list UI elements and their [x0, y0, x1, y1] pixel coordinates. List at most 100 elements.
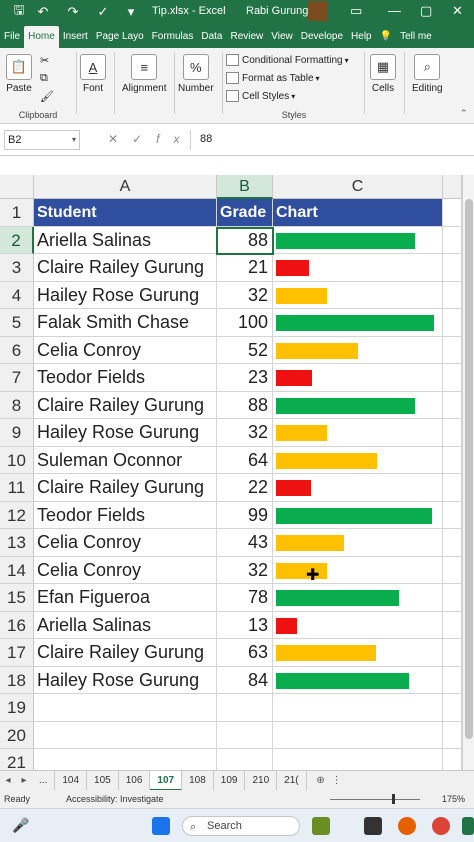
- cell-d2[interactable]: [443, 226, 462, 254]
- cell-d3[interactable]: [443, 254, 462, 282]
- sheet-tab-108[interactable]: 108: [182, 770, 214, 791]
- close-icon[interactable]: ✕: [452, 3, 463, 18]
- customize-icon[interactable]: ▾: [127, 4, 135, 19]
- spelling-icon[interactable]: ✓: [97, 4, 109, 19]
- cell-a4[interactable]: Hailey Rose Gurung: [34, 281, 217, 309]
- cell-d4[interactable]: [443, 281, 462, 309]
- row-header-11[interactable]: 11: [0, 474, 34, 502]
- name-box[interactable]: B2 ▾: [4, 130, 80, 150]
- cell-b14[interactable]: 32: [217, 556, 273, 584]
- cell-c6[interactable]: [273, 336, 443, 364]
- tab-home[interactable]: Home: [24, 26, 59, 48]
- row-header-6[interactable]: 6: [0, 336, 34, 364]
- row-header-5[interactable]: 5: [0, 309, 34, 337]
- cell-c4[interactable]: [273, 281, 443, 309]
- cell-b19[interactable]: [217, 694, 273, 722]
- row-header-18[interactable]: 18: [0, 666, 34, 694]
- cell-c7[interactable]: [273, 364, 443, 392]
- sheet-tab-107[interactable]: 107: [150, 770, 183, 791]
- cell-c20[interactable]: [273, 721, 443, 749]
- cell-a9[interactable]: Hailey Rose Gurung: [34, 419, 217, 447]
- more-icon[interactable]: ⋮: [331, 775, 342, 786]
- next-sheet-icon[interactable]: ▸: [21, 775, 27, 786]
- cell-c13[interactable]: [273, 529, 443, 557]
- cell-d1[interactable]: [443, 199, 462, 227]
- cell-d13[interactable]: [443, 529, 462, 557]
- taskbar-search[interactable]: ⌕ Search: [182, 816, 300, 836]
- cell-b20[interactable]: [217, 721, 273, 749]
- tab-data[interactable]: Data: [201, 31, 223, 42]
- cell-c14[interactable]: [273, 556, 443, 584]
- row-header-7[interactable]: 7: [0, 364, 34, 392]
- undo-icon[interactable]: ↶: [37, 4, 49, 19]
- cell-b11[interactable]: 22: [217, 474, 273, 502]
- tab-formulas[interactable]: Formulas: [151, 31, 194, 42]
- format-as-table-button[interactable]: Format as Table ▾: [226, 70, 320, 86]
- alignment-button[interactable]: ≡ Alignment: [122, 54, 166, 94]
- windows-start-icon[interactable]: [152, 817, 170, 835]
- column-header-c[interactable]: C: [273, 175, 443, 199]
- row-header-15[interactable]: 15: [0, 584, 34, 612]
- tab-help[interactable]: Help: [351, 31, 372, 42]
- cell-d6[interactable]: [443, 336, 462, 364]
- user-name[interactable]: Rabi Gurung: [246, 5, 309, 17]
- cell-d16[interactable]: [443, 611, 462, 639]
- cell-b10[interactable]: 64: [217, 446, 273, 474]
- cell-a10[interactable]: Suleman Oconnor: [34, 446, 217, 474]
- cell-b6[interactable]: 52: [217, 336, 273, 364]
- sheet-tab-more[interactable]: ...: [32, 770, 56, 791]
- cell-b3[interactable]: 21: [217, 254, 273, 282]
- cell-b4[interactable]: 32: [217, 281, 273, 309]
- cell-d18[interactable]: [443, 666, 462, 694]
- row-header-8[interactable]: 8: [0, 391, 34, 419]
- cell-c12[interactable]: [273, 501, 443, 529]
- row-header-1[interactable]: 1: [0, 199, 34, 227]
- row-header-16[interactable]: 16: [0, 611, 34, 639]
- row-header-17[interactable]: 17: [0, 639, 34, 667]
- formula-value[interactable]: 88: [200, 133, 213, 145]
- ribbon-display-icon[interactable]: ▭: [350, 3, 363, 18]
- cell-c3[interactable]: [273, 254, 443, 282]
- worksheet-grid[interactable]: A B C 1 Student Grade Chart 2 Ariella Salinas…: [0, 175, 474, 777]
- sheet-tab-210[interactable]: 210: [245, 770, 278, 791]
- cell-c11[interactable]: [273, 474, 443, 502]
- cell-a6[interactable]: Celia Conroy: [34, 336, 217, 364]
- cell-a20[interactable]: [34, 721, 217, 749]
- excel-icon[interactable]: [462, 817, 474, 835]
- cell-styles-button[interactable]: Cell Styles ▾: [226, 88, 295, 104]
- task-view-icon[interactable]: [364, 817, 382, 835]
- cell-c1[interactable]: Chart: [273, 199, 443, 227]
- cancel-icon[interactable]: ✕: [108, 132, 133, 146]
- cell-b18[interactable]: 84: [217, 666, 273, 694]
- row-header-14[interactable]: 14: [0, 556, 34, 584]
- cell-b8[interactable]: 88: [217, 391, 273, 419]
- cell-b5[interactable]: 100: [217, 309, 273, 337]
- tell-me-search[interactable]: Tell me: [400, 31, 432, 42]
- cell-c16[interactable]: [273, 611, 443, 639]
- cell-d20[interactable]: [443, 721, 462, 749]
- column-header-a[interactable]: A: [34, 175, 217, 199]
- conditional-formatting-button[interactable]: Conditional Formatting ▾: [226, 52, 349, 68]
- cell-c17[interactable]: [273, 639, 443, 667]
- cell-c2[interactable]: [273, 226, 443, 254]
- cell-c9[interactable]: [273, 419, 443, 447]
- cell-d7[interactable]: [443, 364, 462, 392]
- sheet-tab-106[interactable]: 106: [119, 770, 151, 791]
- row-header-3[interactable]: 3: [0, 254, 34, 282]
- cell-a13[interactable]: Celia Conroy: [34, 529, 217, 557]
- cell-b12[interactable]: 99: [217, 501, 273, 529]
- row-header-2[interactable]: 2: [0, 226, 34, 254]
- editing-button[interactable]: ⌕ Editing: [412, 54, 443, 94]
- save-icon[interactable]: 🖫: [13, 2, 25, 17]
- enter-icon[interactable]: ✓: [132, 132, 157, 146]
- sheet-tab-105[interactable]: 105: [87, 770, 119, 791]
- row-header-9[interactable]: 9: [0, 419, 34, 447]
- format-painter-icon[interactable]: 🖌: [40, 91, 54, 103]
- redo-icon[interactable]: ↷: [67, 4, 79, 19]
- widgets-icon[interactable]: [312, 817, 330, 835]
- avatar[interactable]: [308, 1, 328, 21]
- column-header-b[interactable]: B: [217, 175, 273, 199]
- cell-b17[interactable]: 63: [217, 639, 273, 667]
- cell-a11[interactable]: Claire Railey Gurung: [34, 474, 217, 502]
- minimize-icon[interactable]: —: [388, 3, 401, 18]
